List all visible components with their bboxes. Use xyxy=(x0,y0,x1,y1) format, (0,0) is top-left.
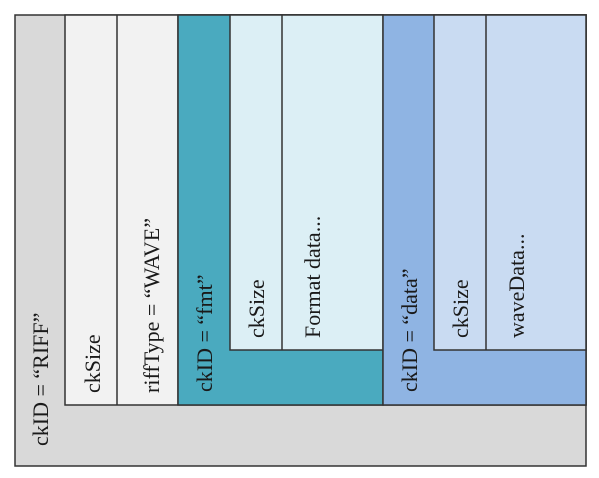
data-ckid-label: ckID = “data” xyxy=(397,268,422,392)
riff-rifftype-label: riffType = “WAVE” xyxy=(139,218,164,393)
riff-cksize-label: ckSize xyxy=(80,334,105,393)
fmt-inner-box xyxy=(229,14,384,351)
riff-ckid-label: ckID = “RIFF” xyxy=(28,313,53,446)
data-chunk xyxy=(382,14,587,406)
fmt-chunk xyxy=(177,14,384,406)
fmt-format-label: Format data... xyxy=(300,216,325,338)
data-wavedata-label: waveData... xyxy=(504,234,529,338)
data-inner-box xyxy=(433,14,587,351)
fmt-ckid-label: ckID = “fmt” xyxy=(192,275,217,392)
data-cksize-label: ckSize xyxy=(448,279,473,338)
fmt-cksize-label: ckSize xyxy=(244,279,269,338)
